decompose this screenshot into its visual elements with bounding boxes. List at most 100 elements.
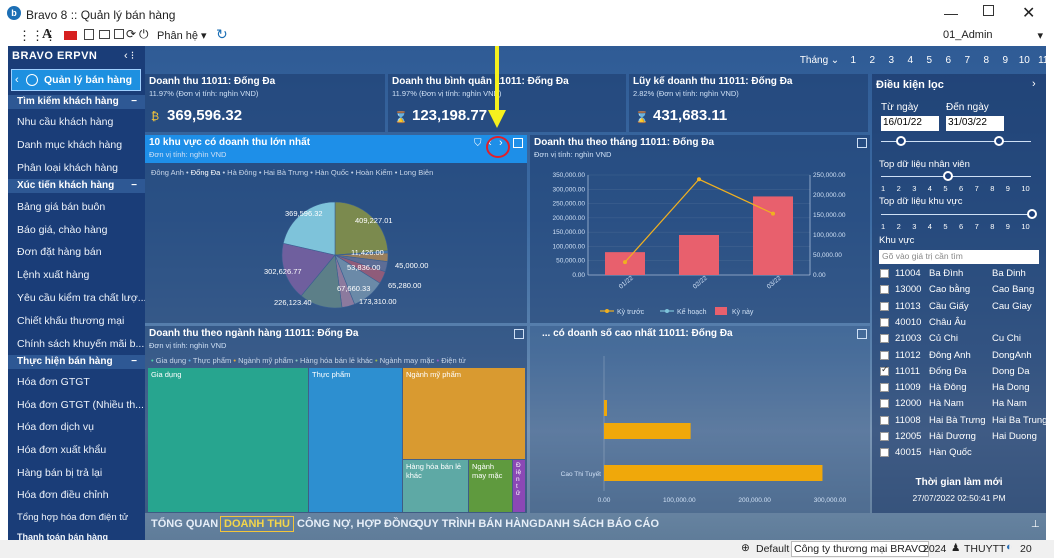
month-8[interactable]: 8 xyxy=(983,55,990,66)
sidebar-item[interactable]: Yêu cầu kiểm tra chất lượ... xyxy=(17,292,147,304)
expand-icon[interactable] xyxy=(857,329,867,339)
collapse-toggle[interactable]: − xyxy=(131,180,137,191)
month-10[interactable]: 10 xyxy=(1018,55,1030,66)
legend-item[interactable]: Gia dụng xyxy=(155,356,187,365)
area-checkbox[interactable] xyxy=(880,301,889,311)
power-icon[interactable]: ⏻ xyxy=(139,27,149,41)
refresh-small-icon[interactable]: ⟳ xyxy=(126,27,137,41)
treemap-box[interactable]: Ngành may mặc xyxy=(469,460,512,512)
close-button[interactable]: ✕ xyxy=(1022,5,1036,22)
sidebar-item[interactable]: Hóa đơn dịch vụ xyxy=(17,421,94,433)
expand-icon[interactable] xyxy=(857,138,867,148)
sidebar-group-promote[interactable]: Xúc tiến khách hàng − xyxy=(8,179,145,193)
sidebar-collapse-icon[interactable]: ‹ ⁝ xyxy=(124,50,135,62)
print-icon[interactable] xyxy=(99,30,110,39)
sidebar-item[interactable]: Đơn đặt hàng bán xyxy=(17,246,102,258)
area-checkbox[interactable] xyxy=(880,448,889,458)
filter-icon[interactable]: ⛉ xyxy=(474,138,482,149)
font-button[interactable]: A xyxy=(42,27,53,42)
area-checkbox[interactable] xyxy=(880,285,889,295)
sidebar-item[interactable]: Lệnh xuất hàng xyxy=(17,269,90,281)
tab-reports[interactable]: DANH SÁCH BÁO CÁO xyxy=(538,518,659,530)
date-slider-end[interactable] xyxy=(994,136,1004,146)
treemap-box[interactable]: Ngành mỹ phẩm xyxy=(403,368,525,459)
sidebar-item[interactable]: Chiết khấu thương mại xyxy=(17,315,125,327)
sidebar-item[interactable]: Nhu cầu khách hàng xyxy=(17,116,114,128)
month-7[interactable]: 7 xyxy=(964,55,971,66)
sidebar-item[interactable]: Hóa đơn xuất khẩu xyxy=(17,444,107,456)
sidebar-item[interactable]: Hóa đơn GTGT xyxy=(17,376,90,388)
sidebar-item[interactable]: Danh mục khách hàng xyxy=(17,139,123,151)
notification-count[interactable]: 20 xyxy=(1020,543,1032,555)
area-checkbox[interactable] xyxy=(880,269,889,278)
tab-debt[interactable]: CÔNG NỢ, HỢP ĐỒNG xyxy=(297,518,418,530)
legend-item[interactable]: Ngành mỹ phẩm xyxy=(238,356,294,365)
area-row[interactable]: 40015 Hàn Quốc xyxy=(880,446,1046,460)
treemap-box[interactable]: Điện tử xyxy=(513,460,525,512)
export-icon[interactable] xyxy=(84,29,94,40)
area-checkbox[interactable] xyxy=(880,366,889,376)
area-row[interactable]: 40010 Châu Âu xyxy=(880,316,1046,330)
sidebar-item[interactable]: Hàng bán bị trả lại xyxy=(17,467,103,479)
minimize-button[interactable]: — xyxy=(944,5,958,21)
month-1[interactable]: 1 xyxy=(850,55,857,66)
legend-item[interactable]: Điện tử xyxy=(441,356,466,365)
month-selector[interactable]: Tháng⌄ 123456789101112 xyxy=(799,55,1046,66)
pin-icon[interactable]: ⊥ xyxy=(1031,519,1040,530)
legend-item[interactable]: Thực phẩm xyxy=(192,356,232,365)
tab-overview[interactable]: TỔNG QUAN xyxy=(151,518,219,530)
flag-icon[interactable] xyxy=(64,31,77,40)
grid-menu-icon[interactable]: ⋮⋮⋮ xyxy=(18,28,57,43)
restore-button[interactable] xyxy=(983,5,994,16)
area-row[interactable]: 11008 Hai Bà Trưng Hai Ba Trung xyxy=(880,414,1046,428)
legend-item[interactable]: Hàn Quốc xyxy=(314,168,349,177)
area-checkbox[interactable] xyxy=(880,317,889,327)
sidebar-item[interactable]: Bảng giá bán buôn xyxy=(17,201,106,213)
treemap-box[interactable]: Gia dụng xyxy=(148,368,308,512)
sidebar-group-sales[interactable]: Thực hiện bán hàng − xyxy=(8,355,145,369)
month-5[interactable]: 5 xyxy=(926,55,933,66)
collapse-toggle[interactable]: − xyxy=(131,356,137,367)
sidebar-header[interactable]: ‹ Quản lý bán hàng xyxy=(11,69,141,91)
tab-revenue[interactable]: DOANH THU xyxy=(220,516,294,532)
expand-icon[interactable] xyxy=(513,138,523,148)
module-menu[interactable]: Phân hệ ▾ xyxy=(157,30,207,42)
sidebar-item[interactable]: Hóa đơn GTGT (Nhiều th... xyxy=(17,399,144,411)
area-row[interactable]: 11009 Hà Đông Ha Dong xyxy=(880,381,1046,395)
expand-icon[interactable] xyxy=(514,329,524,339)
area-checkbox[interactable] xyxy=(880,415,889,425)
date-slider-start[interactable] xyxy=(896,136,906,146)
sidebar-item[interactable]: Phân loại khách hàng xyxy=(17,162,118,174)
month-6[interactable]: 6 xyxy=(945,55,952,66)
employee-slider-handle[interactable] xyxy=(943,171,953,181)
area-row[interactable]: ✓ 11011 Đống Đa Dong Da xyxy=(880,364,1046,379)
treemap-box[interactable]: Hàng hóa bán lẻ khác xyxy=(403,460,468,512)
sidebar-item[interactable]: Chính sách khuyến mãi b... xyxy=(17,338,145,350)
month-3[interactable]: 3 xyxy=(888,55,895,66)
legend-item[interactable]: Hai Bà Trưng xyxy=(263,168,309,177)
sidebar-group-search[interactable]: Tìm kiếm khách hàng − xyxy=(8,95,145,109)
area-slider-handle[interactable] xyxy=(1027,209,1037,219)
area-checkbox[interactable] xyxy=(880,350,889,360)
area-row[interactable]: 21003 Củ Chi Cu Chi xyxy=(880,332,1046,346)
chevron-right-icon[interactable]: › xyxy=(1032,78,1036,90)
collapse-toggle[interactable]: − xyxy=(131,96,137,107)
legend-item[interactable]: Ngành may mặc xyxy=(379,356,435,365)
sidebar-item[interactable]: Hóa đơn điều chỉnh xyxy=(17,489,109,501)
refresh-icon[interactable]: ↻ xyxy=(216,26,228,42)
from-date-input[interactable]: 16/01/22 xyxy=(881,116,939,131)
area-row[interactable]: 11012 Đông Anh DongAnh xyxy=(880,349,1046,363)
sidebar-item[interactable]: Tổng hợp hóa đơn điện tử xyxy=(17,512,129,523)
legend-item[interactable]: Hoàn Kiếm xyxy=(355,168,393,177)
area-checkbox[interactable] xyxy=(880,334,889,344)
sidebar-item[interactable]: Báo giá, chào hàng xyxy=(17,224,108,236)
month-2[interactable]: 2 xyxy=(869,55,876,66)
area-row[interactable]: 13000 Cao bằng Cao Bang xyxy=(880,283,1046,297)
area-search-input[interactable]: Gõ vào giá trị cần tìm xyxy=(879,250,1039,264)
area-checkbox[interactable] xyxy=(880,432,889,441)
current-user[interactable]: THUYTT xyxy=(964,543,1006,555)
area-checkbox[interactable] xyxy=(880,383,889,393)
fiscal-year[interactable]: 2024 xyxy=(923,543,947,555)
legend-item[interactable]: Hàng hóa bán lẻ khác xyxy=(299,356,373,365)
area-row[interactable]: 11004 Ba Đình Ba Dinh xyxy=(880,267,1046,281)
